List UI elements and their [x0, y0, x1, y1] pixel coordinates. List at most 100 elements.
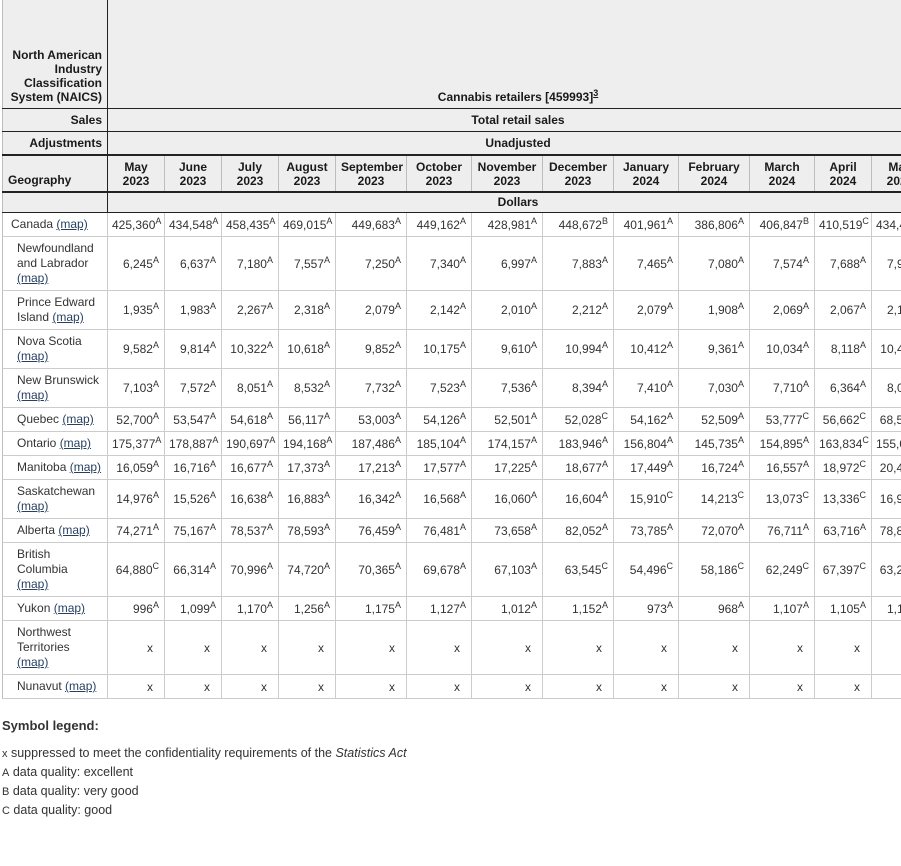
data-cell: 6,364A — [814, 368, 872, 408]
data-quality-flag: A — [209, 379, 216, 389]
cell-value: 16,604 — [565, 492, 602, 506]
cell-value: 14,213 — [700, 492, 738, 506]
data-quality-flag: A — [209, 490, 216, 500]
data-cell: 9,361A — [678, 329, 750, 369]
data-cell: 8,051A — [221, 368, 279, 408]
map-link[interactable]: (map) — [52, 310, 84, 324]
geography-name: Ontario — [17, 436, 60, 450]
map-link[interactable]: (map) — [17, 388, 49, 402]
data-cell: 7,688A — [814, 236, 872, 291]
data-quality-flag: A — [459, 434, 466, 445]
data-quality-flag: A — [859, 379, 866, 389]
data-quality-flag: A — [601, 379, 608, 389]
cell-value: 1,256 — [293, 601, 324, 616]
data-quality-flag: A — [266, 560, 273, 571]
data-cell: x — [814, 674, 872, 699]
data-cell: 16,677A — [221, 455, 279, 480]
cell-value: 75,167 — [173, 523, 210, 538]
cell-value: 2,010 — [500, 303, 531, 317]
data-cell: 7,732A — [335, 368, 407, 408]
cell-value: 56,662 — [822, 412, 860, 427]
data-cell: 449,162A — [406, 212, 472, 237]
data-cell: 16,941C — [871, 479, 901, 519]
column-header-month-3: August 2023 — [278, 154, 336, 193]
legend-entry: A data quality: excellent — [2, 763, 901, 782]
map-link[interactable]: (map) — [59, 436, 92, 450]
geography-name: Nova Scotia — [17, 334, 82, 348]
data-cell: 15,526A — [164, 479, 222, 519]
cell-value: 973 — [646, 601, 667, 616]
data-cell: 67,397C — [814, 542, 872, 597]
data-cell: 2,069A — [749, 290, 815, 330]
map-link[interactable]: (map) — [17, 349, 49, 363]
data-quality-flag: A — [323, 340, 330, 350]
cell-value: 54,126 — [423, 412, 460, 427]
table-row: Nunavut (map)xxxxxxxxxxxxx — [2, 674, 901, 699]
data-cell: 145,735A — [678, 431, 750, 456]
data-cell: 16,716A — [164, 455, 222, 480]
data-quality-flag: A — [666, 215, 673, 226]
data-cell: x — [814, 620, 872, 675]
cell-value: 1,012 — [500, 601, 531, 616]
column-header-month-10: March 2024 — [749, 154, 815, 193]
data-quality-flag: A — [859, 599, 866, 610]
table-row: Newfoundland and Labrador (map) 6,245A 6,6… — [2, 236, 901, 291]
column-header-month-4: September 2023 — [335, 154, 407, 193]
data-quality-flag: A — [209, 254, 216, 265]
header-row-unit-of-measure: Dollars — [2, 191, 901, 213]
map-link[interactable]: (map) — [53, 601, 86, 615]
cell-value: 62,249 — [765, 562, 803, 577]
data-cell: 7,080A — [678, 236, 750, 291]
map-link[interactable]: (map) — [62, 412, 94, 426]
map-link[interactable]: (map) — [17, 577, 49, 591]
cell-value: 7,572 — [179, 381, 210, 395]
cell-value: 2,212 — [571, 303, 602, 317]
data-cell: 449,683A — [335, 212, 407, 237]
data-quality-flag: A — [152, 254, 159, 265]
map-link[interactable]: (map) — [17, 271, 49, 285]
data-cell: 78,537A — [221, 518, 279, 543]
data-quality-flag: A — [394, 434, 401, 445]
map-link[interactable]: (map) — [58, 523, 90, 537]
cell-value: 54,618 — [230, 412, 267, 427]
data-quality-flag: C — [862, 215, 869, 226]
data-quality-flag: A — [737, 521, 744, 532]
data-cell: 968A — [678, 596, 750, 621]
data-cell: x — [406, 674, 472, 699]
data-cell: 7,250A — [335, 236, 407, 291]
data-quality-flag: A — [601, 434, 608, 445]
data-quality-flag: A — [394, 458, 401, 469]
map-link[interactable]: (map) — [56, 217, 88, 231]
cell-value: 53,003 — [358, 412, 395, 427]
cell-value: 7,981 — [886, 256, 901, 271]
cell-value: 16,677 — [230, 460, 267, 475]
cell-value: 78,537 — [230, 523, 267, 538]
data-quality-flag: A — [266, 340, 273, 350]
row-header-geography: Ontario (map) — [2, 431, 108, 456]
data-quality-flag: A — [266, 521, 273, 532]
map-link[interactable]: (map) — [69, 460, 102, 474]
cell-value: 16,716 — [173, 460, 210, 475]
cell-value: 54,496 — [629, 562, 667, 577]
data-quality-flag: A — [530, 301, 537, 311]
data-quality-flag: A — [802, 301, 809, 311]
table-row: Manitoba (map) 16,059A 16,716A 16,677A 17,37… — [2, 455, 901, 480]
data-quality-flag: C — [666, 560, 674, 571]
map-link[interactable]: (map) — [17, 499, 49, 513]
map-link[interactable]: (map) — [65, 679, 97, 693]
data-cell: 13,336C — [814, 479, 872, 519]
cell-value: 174,157 — [487, 436, 531, 451]
data-cell: 155,071A — [871, 431, 901, 456]
map-link[interactable]: (map) — [17, 655, 49, 669]
data-cell: 2,267A — [221, 290, 279, 330]
data-quality-flag: A — [152, 490, 159, 500]
data-cell: 63,716A — [814, 518, 872, 543]
cell-value: 17,213 — [358, 460, 395, 475]
data-cell: 6,997A — [471, 236, 543, 291]
data-cell: 410,519C — [814, 212, 872, 237]
cell-value: x — [318, 640, 324, 655]
cell-value: 2,142 — [429, 303, 460, 317]
naics-footnote-ref[interactable]: 3 — [593, 87, 599, 98]
month-name: December — [548, 159, 608, 174]
data-cell: 76,459A — [335, 518, 407, 543]
